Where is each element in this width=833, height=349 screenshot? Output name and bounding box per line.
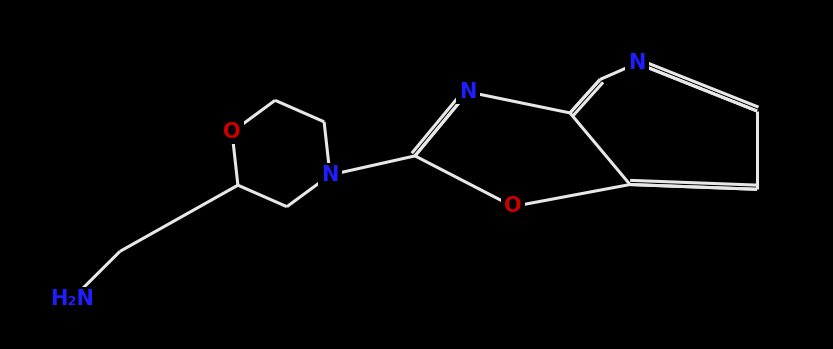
Text: O: O [504,196,521,216]
Bar [501,195,526,218]
Bar [456,80,481,104]
Text: N: N [628,53,646,73]
Bar [625,52,650,75]
Text: O: O [223,122,241,142]
Bar [317,163,342,187]
Bar [220,120,245,144]
Text: H₂N: H₂N [50,289,94,309]
Bar [45,288,99,311]
Text: N: N [322,165,339,185]
Text: N: N [459,82,476,102]
